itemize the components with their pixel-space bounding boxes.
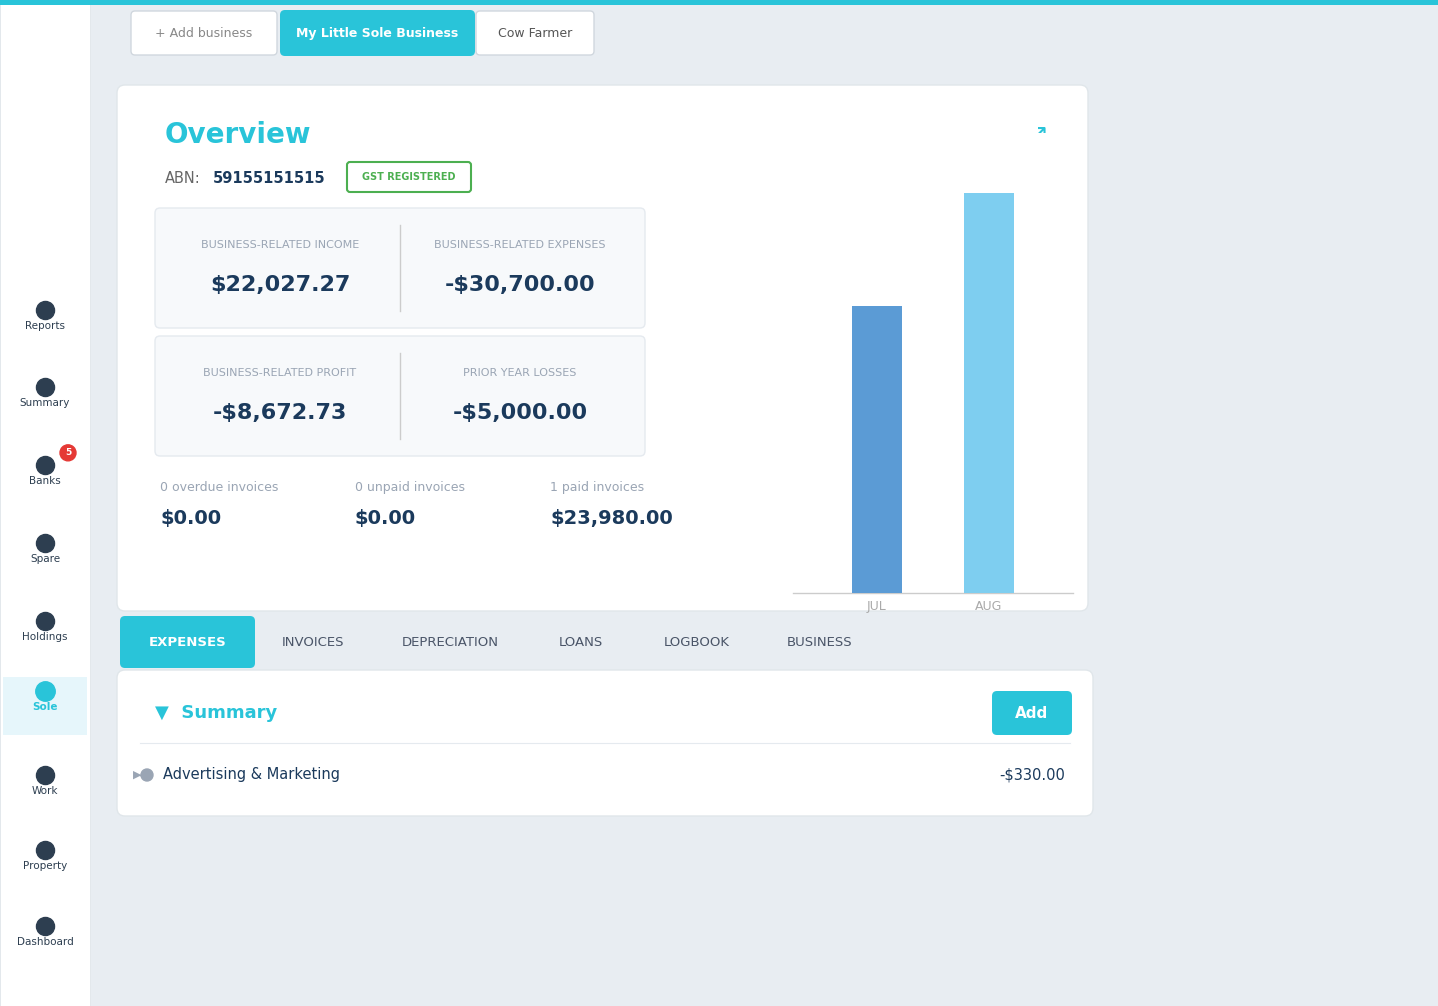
Text: ▶: ▶ <box>132 770 141 780</box>
Text: ABN:: ABN: <box>165 170 201 185</box>
Text: Holdings: Holdings <box>22 632 68 642</box>
Text: Banks: Banks <box>29 476 60 486</box>
Text: 0 overdue invoices: 0 overdue invoices <box>160 481 279 494</box>
Text: INVOICES: INVOICES <box>282 636 344 649</box>
Text: BUSINESS-RELATED EXPENSES: BUSINESS-RELATED EXPENSES <box>434 240 605 250</box>
Text: 59155151515: 59155151515 <box>213 170 325 185</box>
Text: Add: Add <box>1015 705 1048 720</box>
Bar <box>0 0 91 1006</box>
Text: Cow Farmer: Cow Farmer <box>498 26 572 39</box>
Text: $0.00: $0.00 <box>160 509 221 528</box>
Text: 5: 5 <box>65 449 70 458</box>
Text: LOGBOOK: LOGBOOK <box>664 636 731 649</box>
Text: Spare: Spare <box>30 554 60 564</box>
Bar <box>3 677 88 735</box>
FancyBboxPatch shape <box>155 336 646 456</box>
Text: 0 unpaid invoices: 0 unpaid invoices <box>355 481 464 494</box>
Text: Overview: Overview <box>165 121 312 149</box>
FancyBboxPatch shape <box>280 10 475 56</box>
Text: GST REGISTERED: GST REGISTERED <box>362 172 456 182</box>
Text: ▼  Summary: ▼ Summary <box>155 704 278 722</box>
Circle shape <box>141 769 152 781</box>
Text: Dashboard: Dashboard <box>17 937 73 947</box>
Circle shape <box>60 445 76 461</box>
Text: + Add business: + Add business <box>155 26 253 39</box>
Text: DEPRECIATION: DEPRECIATION <box>401 636 499 649</box>
Text: -$8,672.73: -$8,672.73 <box>213 403 347 423</box>
Text: Sole: Sole <box>32 702 58 712</box>
Bar <box>0 0 1438 5</box>
FancyBboxPatch shape <box>155 208 646 328</box>
FancyBboxPatch shape <box>131 11 278 55</box>
Text: EXPENSES: EXPENSES <box>148 636 226 649</box>
Bar <box>851 306 902 593</box>
Text: My Little Sole Business: My Little Sole Business <box>296 26 459 39</box>
Text: Property: Property <box>23 861 68 871</box>
Text: 1 paid invoices: 1 paid invoices <box>549 481 644 494</box>
Text: -$330.00: -$330.00 <box>999 768 1066 783</box>
FancyBboxPatch shape <box>476 11 594 55</box>
FancyBboxPatch shape <box>116 85 1089 611</box>
Text: -$30,700.00: -$30,700.00 <box>444 275 595 295</box>
FancyBboxPatch shape <box>992 691 1071 735</box>
Text: BUSINESS: BUSINESS <box>787 636 853 649</box>
Text: $23,980.00: $23,980.00 <box>549 509 673 528</box>
Text: Reports: Reports <box>24 321 65 331</box>
FancyBboxPatch shape <box>119 616 255 668</box>
Text: LOANS: LOANS <box>559 636 603 649</box>
Text: Summary: Summary <box>20 398 70 408</box>
Bar <box>95 0 1438 65</box>
Text: Advertising & Marketing: Advertising & Marketing <box>162 768 339 783</box>
Text: $0.00: $0.00 <box>355 509 416 528</box>
Text: BUSINESS-RELATED INCOME: BUSINESS-RELATED INCOME <box>201 240 360 250</box>
Text: PRIOR YEAR LOSSES: PRIOR YEAR LOSSES <box>463 368 577 378</box>
Text: BUSINESS-RELATED PROFIT: BUSINESS-RELATED PROFIT <box>203 368 357 378</box>
FancyBboxPatch shape <box>347 162 472 192</box>
Text: $22,027.27: $22,027.27 <box>210 275 351 295</box>
Text: ↗: ↗ <box>1028 123 1048 147</box>
Text: -$5,000.00: -$5,000.00 <box>453 403 588 423</box>
FancyBboxPatch shape <box>116 670 1093 816</box>
Text: Work: Work <box>32 786 59 796</box>
Bar <box>963 193 1014 593</box>
